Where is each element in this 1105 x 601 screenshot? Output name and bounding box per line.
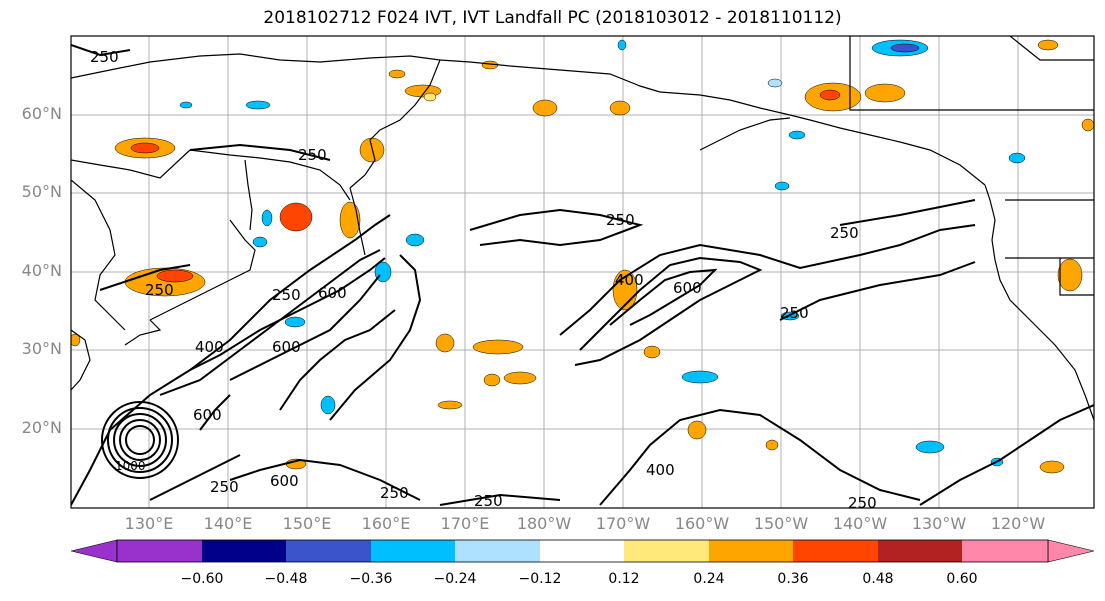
- colorbar-tick: 0.48: [862, 571, 894, 587]
- contour-label: 250: [474, 492, 503, 510]
- lon-label-140w: 140°W: [832, 514, 888, 533]
- contour-label: 1000: [115, 459, 146, 473]
- colorbar-tick: −0.12: [518, 571, 562, 587]
- lon-label-120w: 120°W: [990, 514, 1046, 533]
- contour-label: 600: [318, 284, 347, 302]
- contour-label: 250: [380, 484, 409, 502]
- contour-label: 400: [195, 338, 224, 356]
- coastlines: [71, 36, 1094, 421]
- colorbar-segment: [540, 540, 624, 562]
- contour-label: 250: [210, 478, 239, 496]
- contour-label: 250: [780, 304, 809, 322]
- lat-label-30n: 30°N: [21, 339, 62, 358]
- map-title: 2018102712 F024 IVT, IVT Landfall PC (20…: [263, 8, 842, 28]
- map-frame: [70, 35, 1095, 509]
- colorbar-tick: 0.24: [693, 571, 725, 587]
- contour-label: 250: [830, 224, 859, 242]
- lon-label-160w: 160°W: [674, 514, 730, 533]
- lat-label-60n: 60°N: [21, 104, 62, 123]
- contour-label: 250: [145, 281, 174, 299]
- colorbar-tick: −0.60: [180, 571, 224, 587]
- colorbar-outline: [116, 539, 1049, 563]
- contour-label: 400: [615, 271, 644, 289]
- positive-pc-patches: [71, 39, 1094, 474]
- colorbar-extend-high: [1047, 539, 1095, 563]
- contour-label: 250: [90, 48, 119, 66]
- map-panel: 250 250 250 250 250 250 250 250 250 250 …: [71, 36, 1094, 512]
- colorbar-segment: [878, 540, 962, 562]
- contour-label-group: 250 250 250 250 250 250 250 250 250 250 …: [90, 48, 877, 512]
- colorbar-segment: [624, 540, 709, 562]
- lon-label-170e: 170°E: [440, 514, 490, 533]
- lon-label-180w: 180°W: [516, 514, 572, 533]
- contour-label: 250: [848, 494, 877, 512]
- contour-label: 250: [272, 286, 301, 304]
- lon-label-150e: 150°E: [282, 514, 332, 533]
- contour-label: 600: [673, 279, 702, 297]
- contour-label: 600: [270, 472, 299, 490]
- colorbar-tick: −0.24: [433, 571, 477, 587]
- colorbar-segment: [286, 540, 371, 562]
- contour-label: 600: [193, 406, 222, 424]
- contour-label: 600: [272, 338, 301, 356]
- colorbar-segment: [793, 540, 878, 562]
- colorbar-segment: [371, 540, 455, 562]
- colorbar: [70, 539, 1095, 563]
- lon-label-130e: 130°E: [124, 514, 174, 533]
- colorbar-tick: −0.36: [349, 571, 393, 587]
- colorbar-tick: 0.12: [608, 571, 640, 587]
- contour-label: 400: [646, 461, 675, 479]
- colorbar-segment: [709, 540, 793, 562]
- lon-label-130w: 130°W: [911, 514, 967, 533]
- ivt-contours: [71, 44, 1094, 506]
- colorbar-segment: [962, 540, 1048, 562]
- colorbar-extend-low: [70, 539, 118, 563]
- colorbar-segment: [455, 540, 540, 562]
- lon-label-140e: 140°E: [203, 514, 253, 533]
- lat-label-20n: 20°N: [21, 418, 62, 437]
- lon-label-170w: 170°W: [595, 514, 651, 533]
- negative-pc-patches: [179, 39, 1026, 467]
- lon-label-160e: 160°E: [361, 514, 411, 533]
- lon-label-150w: 150°W: [753, 514, 809, 533]
- graticule: [71, 36, 1094, 508]
- colorbar-tick: −0.48: [264, 571, 308, 587]
- colorbar-tick: 0.60: [946, 571, 978, 587]
- contour-label: 250: [298, 146, 327, 164]
- colorbar-segment: [202, 540, 286, 562]
- colorbar-segment: [117, 540, 202, 562]
- lat-label-40n: 40°N: [21, 261, 62, 280]
- contour-label: 250: [606, 211, 635, 229]
- lat-label-50n: 50°N: [21, 182, 62, 201]
- colorbar-tick: 0.36: [777, 571, 809, 587]
